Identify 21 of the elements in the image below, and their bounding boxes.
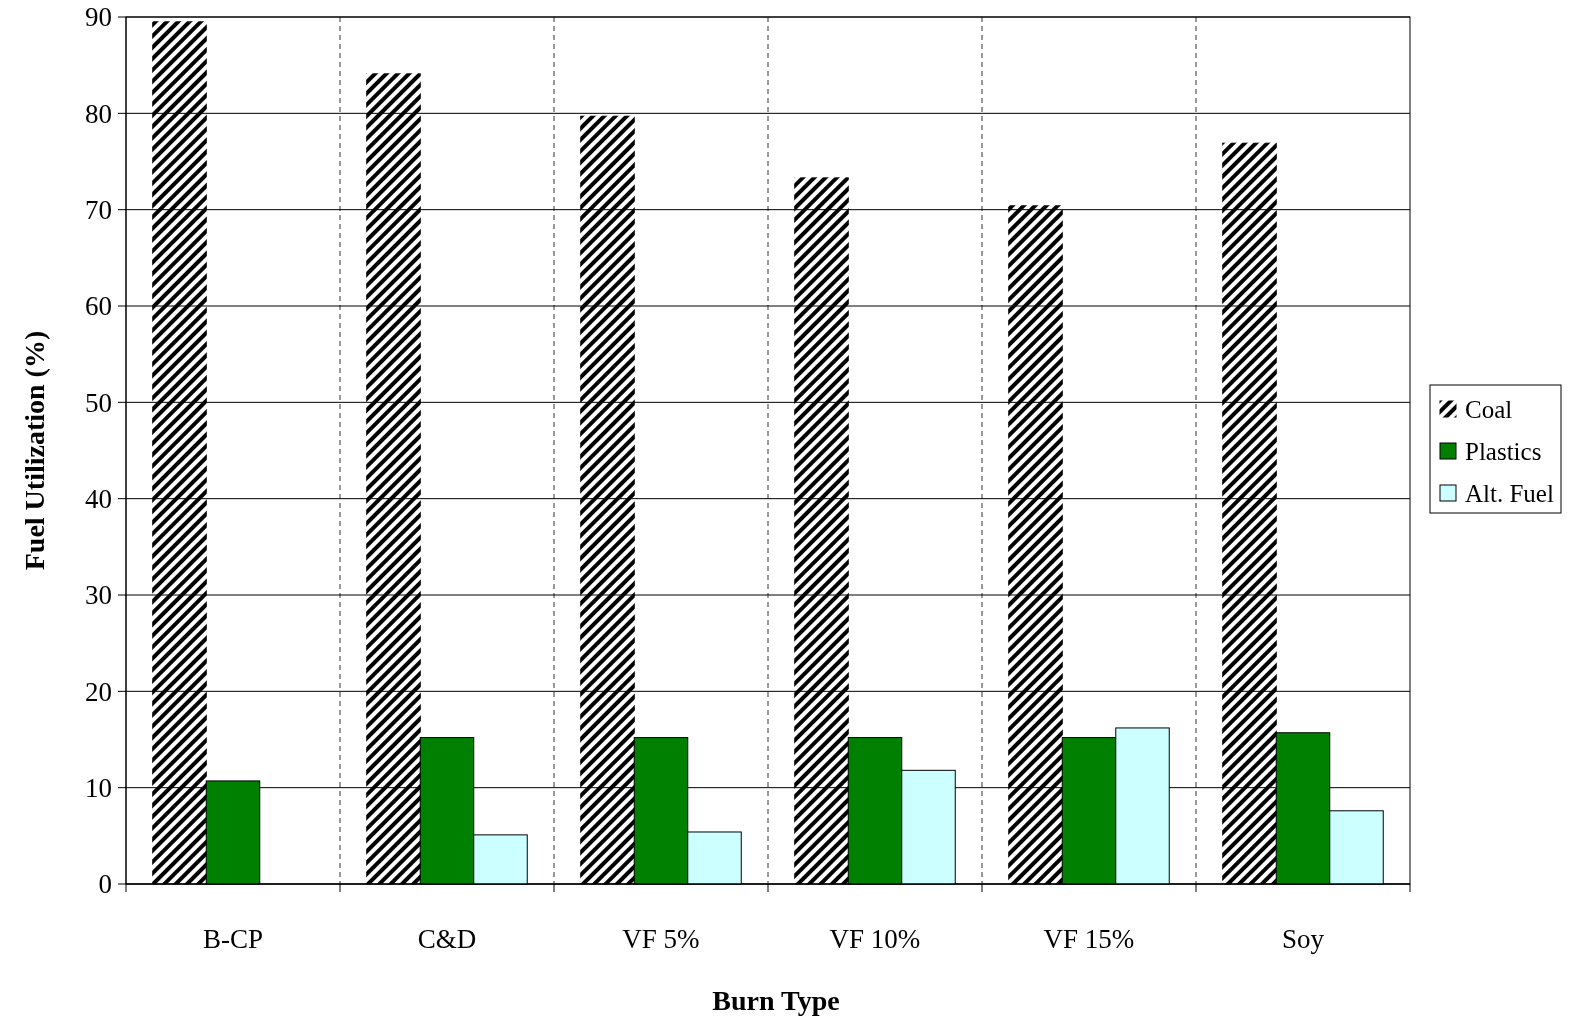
y-tick-label: 40 (85, 484, 112, 515)
y-tick-label: 50 (85, 387, 112, 418)
legend-label: Plastics (1465, 437, 1542, 465)
x-tick-label: B-CP (202, 924, 264, 954)
y-axis-title: Fuel Utilization (%) (19, 330, 50, 571)
legend-label: Coal (1465, 395, 1513, 423)
y-tick-label: 30 (85, 580, 112, 611)
y-tick-label: 10 (85, 773, 112, 804)
x-tick-label: VF 10% (829, 924, 921, 954)
y-tick-label: 70 (85, 195, 112, 226)
y-tick-label: 0 (98, 869, 112, 900)
y-tick-label: 20 (85, 676, 112, 707)
legend-label: Alt. Fuel (1465, 479, 1554, 507)
y-tick-label: 80 (85, 98, 112, 129)
x-tick-label: VF 15% (1043, 924, 1135, 954)
y-tick-label: 90 (85, 2, 112, 33)
x-tick-label: C&D (417, 924, 477, 954)
x-axis-title: Burn Type (712, 985, 840, 1016)
y-tick-label: 60 (85, 291, 112, 322)
x-tick-label: VF 5% (622, 924, 700, 954)
x-tick-label: Soy (1281, 924, 1325, 954)
